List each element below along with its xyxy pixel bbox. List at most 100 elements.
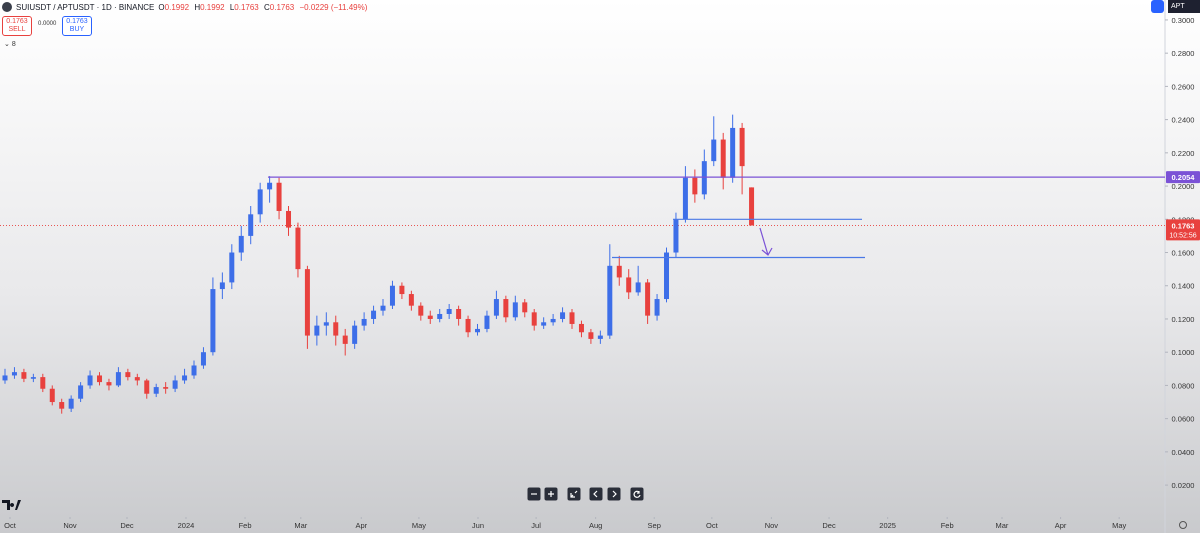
sell-button[interactable]: 0.1763 SELL — [2, 16, 32, 36]
x-tick-label: Dec — [120, 521, 134, 530]
compare-symbol[interactable]: APT — [1168, 0, 1200, 13]
candle-body — [229, 252, 235, 283]
candle-body — [654, 299, 660, 316]
candle-body — [49, 388, 55, 403]
button-bg — [607, 487, 621, 501]
candle-body — [446, 309, 452, 314]
candle-body — [541, 322, 547, 326]
candle-body — [399, 285, 405, 295]
candle-body — [30, 377, 36, 379]
candle-body — [569, 312, 575, 324]
buy-label: BUY — [69, 26, 85, 33]
candle-body — [531, 312, 537, 326]
toolbar-button[interactable] — [630, 487, 644, 501]
y-tick-label: 0.0600 — [1172, 415, 1195, 424]
candle-body — [560, 312, 566, 319]
candle-body — [11, 372, 17, 376]
buy-price: 0.1763 — [66, 18, 88, 25]
buy-button[interactable]: 0.1763 BUY — [62, 16, 92, 36]
candle-body — [106, 382, 112, 386]
button-icon — [548, 491, 554, 497]
y-tick-label: 0.2600 — [1172, 82, 1195, 91]
toolbar-button[interactable] — [589, 487, 603, 501]
candle-body — [475, 328, 481, 333]
candle-body — [645, 282, 651, 316]
x-tick-label: Mar — [294, 521, 307, 530]
candle-body — [257, 189, 263, 215]
candle-body — [153, 387, 159, 394]
symbol[interactable]: SUIUSDT / APTUSDT · 1D · BINANCE — [16, 2, 155, 12]
sync-button[interactable] — [1151, 0, 1164, 13]
tv-logo — [2, 500, 21, 510]
candle-body — [730, 127, 736, 178]
candle-body — [371, 310, 377, 319]
candle-body — [115, 372, 121, 386]
candle-body — [182, 375, 188, 381]
candle-body — [276, 182, 282, 211]
candle-body — [361, 318, 367, 326]
candle-body — [144, 380, 150, 394]
o-value: 0.1992 — [164, 2, 190, 12]
button-icon — [612, 490, 617, 498]
candle-body — [626, 277, 632, 293]
x-tick-label: 2024 — [178, 521, 195, 530]
x-tick-label: Oct — [4, 521, 17, 530]
candle-body — [163, 387, 169, 389]
candle-body — [418, 305, 424, 316]
indicator-toggle[interactable]: ⌄ 8 — [4, 41, 16, 48]
candle-body — [314, 325, 320, 336]
candle-body — [125, 372, 131, 378]
x-tick-label: Jun — [472, 521, 484, 530]
y-tick-label: 0.0800 — [1172, 381, 1195, 390]
x-tick-label: Jul — [531, 521, 541, 530]
candle-body — [323, 322, 329, 326]
candle-body — [493, 299, 499, 316]
y-tick-label: 0.0400 — [1172, 448, 1195, 457]
y-tick-label: 0.1400 — [1172, 282, 1195, 291]
candle-body — [664, 252, 670, 300]
y-tick-label: 0.2200 — [1172, 149, 1195, 158]
candle-body — [380, 305, 386, 311]
candle-body — [21, 372, 27, 379]
y-tick-label: 0.1600 — [1172, 249, 1195, 258]
candle-body — [97, 375, 103, 383]
candle-body — [597, 335, 603, 339]
toolbar-button[interactable] — [544, 487, 558, 501]
toolbar-button[interactable] — [607, 487, 621, 501]
candle-body — [484, 315, 490, 329]
x-tick-label: Apr — [1055, 521, 1067, 530]
candle-body — [295, 227, 301, 270]
l-value: 0.1763 — [234, 2, 259, 12]
x-tick-label: May — [412, 521, 426, 530]
toolbar-button[interactable] — [567, 487, 581, 501]
y-tick-label: 0.2800 — [1172, 49, 1195, 58]
candle-body — [711, 139, 717, 162]
y-tick-label: 0.3000 — [1172, 16, 1195, 25]
settings-icon[interactable] — [1179, 521, 1187, 529]
candle-body — [342, 335, 348, 344]
x-tick-label: Aug — [589, 521, 602, 530]
symbol-logo — [2, 2, 12, 12]
toolbar-button[interactable] — [527, 487, 541, 501]
candle-body — [682, 177, 688, 220]
resistance-tag — [1166, 171, 1200, 184]
change: −0.0229 (−11.49%) — [299, 2, 368, 12]
spread: 0.0000 — [38, 21, 57, 27]
button-bg — [589, 487, 603, 501]
ohlc: O0.1992 H0.1992 L0.1763 C0.1763 −0.0229 … — [158, 3, 370, 12]
last-price-tag — [1166, 219, 1200, 241]
h-value: 0.1992 — [200, 2, 225, 12]
button-icon — [593, 490, 598, 498]
candle-body — [40, 377, 46, 389]
candle-body — [68, 398, 74, 409]
candle-body — [749, 187, 755, 226]
indicator-count: 8 — [11, 41, 16, 48]
candle-body — [210, 289, 216, 353]
candle-body — [427, 315, 433, 319]
candle-body — [191, 365, 197, 376]
button-bg — [567, 487, 581, 501]
last-price-label: 0.1763 — [1172, 221, 1195, 230]
candle-body — [134, 377, 140, 381]
x-tick-label: Sep — [648, 521, 661, 530]
